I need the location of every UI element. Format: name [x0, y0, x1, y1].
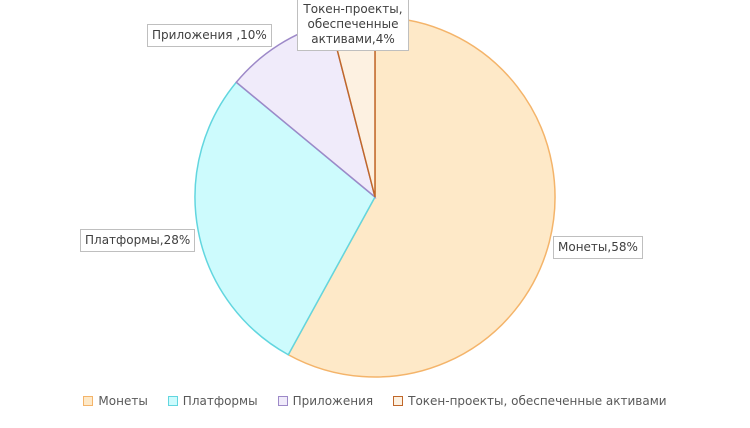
legend-swatch: [393, 396, 404, 406]
legend-swatch: [83, 396, 94, 406]
legend-label: Монеты: [98, 394, 148, 408]
legend-item: Приложения: [277, 394, 374, 408]
legend-item: Токен-проекты, обеспеченные активами: [393, 394, 667, 408]
data-label: Токен-проекты, обеспеченные активами,4%: [297, 0, 409, 51]
data-label: Приложения ,10%: [147, 24, 272, 47]
data-label: Платформы,28%: [80, 229, 196, 252]
legend-item: Монеты: [83, 394, 148, 408]
slice: [287, 16, 556, 378]
legend-label: Приложения: [292, 394, 374, 408]
legend-label: Платформы: [182, 394, 258, 408]
data-label: Монеты,58%: [553, 236, 643, 259]
legend-label: Токен-проекты, обеспеченные активами: [408, 394, 667, 408]
legend: Монеты Платформы Приложения Токен-проекты, …: [0, 394, 750, 408]
legend-item: Платформы: [167, 394, 258, 408]
slice: [194, 81, 376, 356]
legend-swatch: [167, 396, 178, 406]
legend-swatch: [277, 396, 288, 406]
